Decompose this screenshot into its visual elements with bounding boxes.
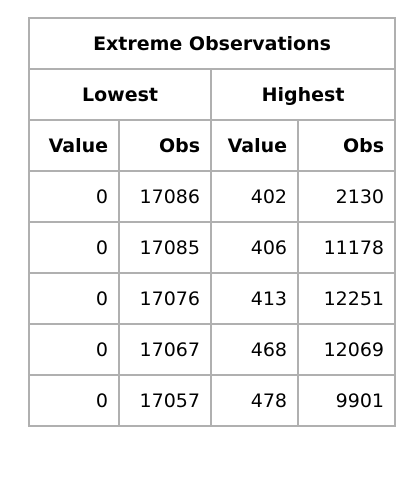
table-row: 0 17057 478 9901: [28, 374, 397, 427]
table-title: Extreme Observations: [27, 17, 397, 70]
column-header-highest-obs: Obs: [296, 119, 397, 172]
highest-obs-cell: 11178: [296, 221, 397, 274]
table-row: 0 17076 413 12251: [28, 272, 397, 325]
table-title-row: Extreme Observations: [27, 17, 397, 70]
table-row: 0 17085 406 11178: [28, 221, 397, 274]
highest-obs-cell: 9901: [296, 374, 397, 427]
lowest-value-cell: 0: [28, 323, 120, 376]
lowest-value-cell: 0: [28, 170, 120, 223]
column-header-row: Value Obs Value Obs: [28, 119, 397, 172]
lowest-obs-cell: 17076: [118, 272, 212, 325]
column-header-lowest-obs: Obs: [118, 119, 212, 172]
highest-value-cell: 406: [210, 221, 299, 274]
column-header-lowest-value: Value: [28, 119, 120, 172]
lowest-obs-cell: 17085: [118, 221, 212, 274]
highest-obs-cell: 2130: [296, 170, 397, 223]
lowest-value-cell: 0: [28, 272, 120, 325]
group-header-row: Lowest Highest: [28, 68, 397, 121]
lowest-value-cell: 0: [28, 221, 120, 274]
group-header-lowest: Lowest: [28, 68, 212, 121]
highest-value-cell: 402: [210, 170, 299, 223]
table-row: 0 17067 468 12069: [28, 323, 397, 376]
highest-value-cell: 413: [210, 272, 299, 325]
lowest-obs-cell: 17067: [118, 323, 212, 376]
extreme-observations-table: Extreme Observations Lowest Highest Valu…: [27, 17, 397, 427]
lowest-obs-cell: 17057: [118, 374, 212, 427]
highest-obs-cell: 12069: [296, 323, 397, 376]
table-row: 0 17086 402 2130: [28, 170, 397, 223]
highest-value-cell: 478: [210, 374, 299, 427]
column-header-highest-value: Value: [210, 119, 299, 172]
lowest-obs-cell: 17086: [118, 170, 212, 223]
highest-obs-cell: 12251: [296, 272, 397, 325]
highest-value-cell: 468: [210, 323, 299, 376]
group-header-highest: Highest: [209, 68, 397, 121]
lowest-value-cell: 0: [28, 374, 120, 427]
